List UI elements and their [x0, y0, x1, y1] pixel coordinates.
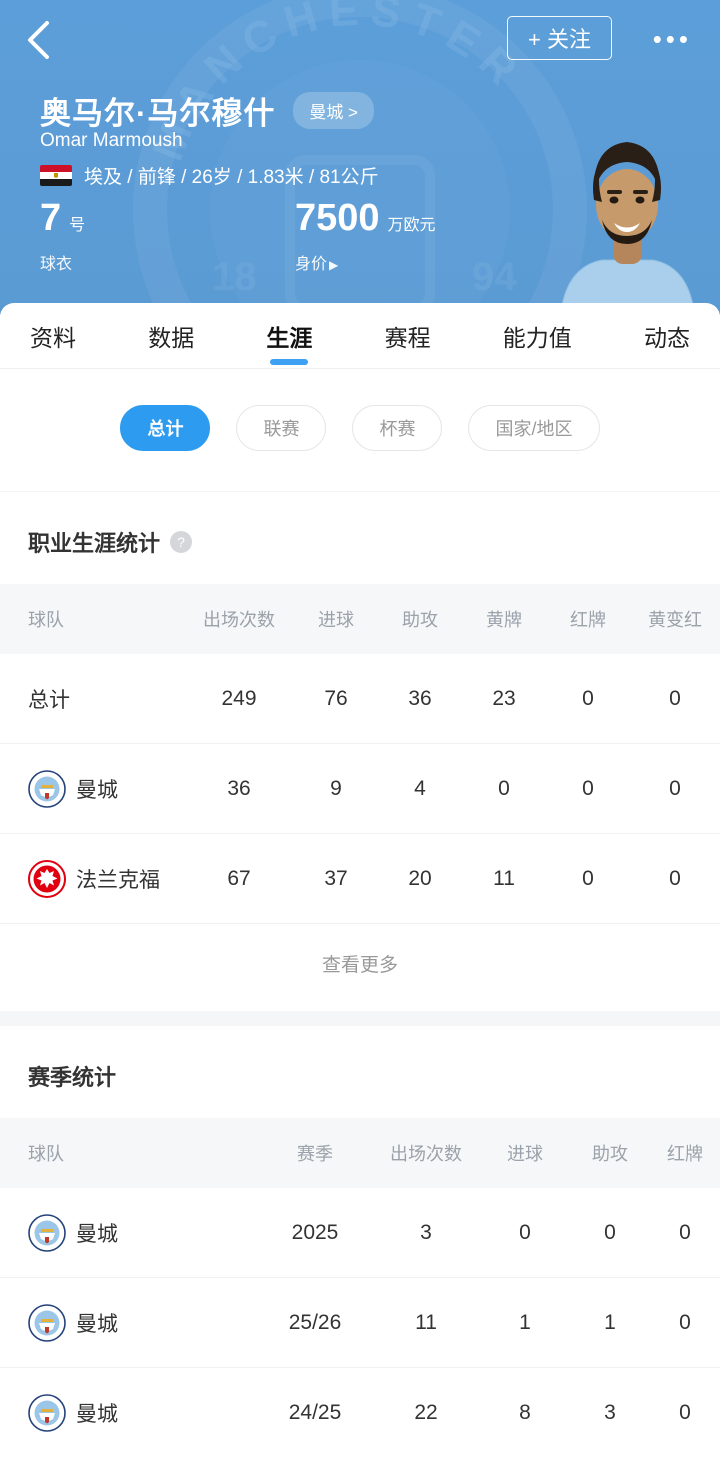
season-section-title: 赛季统计 — [28, 1065, 117, 1090]
col-goals: 进球 — [507, 1144, 543, 1164]
jersey-number: 7 — [40, 197, 62, 239]
player-header: MANCHESTER 18 94 + 关注 ••• 奥马尔·马尔穆什 曼城 > … — [0, 0, 720, 315]
table-row-total[interactable]: 总计 249 76 36 23 0 0 — [0, 654, 720, 744]
man-city-badge-icon — [28, 769, 66, 808]
tab-schedule[interactable]: 赛程 — [384, 324, 431, 351]
filter-total[interactable]: 总计 — [120, 405, 211, 451]
season-row-24-25[interactable]: 曼城 24/25 22 8 3 0 — [0, 1368, 720, 1458]
tab-news[interactable]: 动态 — [643, 324, 690, 351]
filter-league[interactable]: 联赛 — [236, 405, 327, 451]
col-team: 球队 — [28, 610, 64, 630]
back-chevron-icon — [28, 21, 49, 59]
career-table: 球队 出场次数 进球 助攻 黄牌 红牌 黄变红 总计 249 76 36 23 … — [0, 584, 720, 1011]
jersey-label: 球衣 — [40, 255, 73, 273]
team-name: 曼城 — [76, 778, 118, 802]
help-icon[interactable]: ? — [170, 531, 193, 553]
filter-cup[interactable]: 杯赛 — [352, 405, 443, 451]
tab-career[interactable]: 生涯 — [266, 303, 312, 369]
table-row-man-city[interactable]: 曼城 36 9 4 0 0 0 — [0, 744, 720, 834]
caret-right-icon: ▶ — [329, 257, 339, 272]
season-table: 球队 赛季 出场次数 进球 助攻 红牌 曼城 2025 3 0 0 — [0, 1118, 720, 1458]
team-name: 曼城 — [76, 1403, 118, 1426]
top-bar: + 关注 ••• — [0, 14, 720, 66]
content-card: 资料 数据 生涯 赛程 能力值 动态 总计 联赛 杯赛 国家/地区 职业生涯统计… — [0, 303, 720, 1458]
table-row-frankfurt[interactable]: 法兰克福 67 37 20 11 0 0 — [0, 834, 720, 924]
player-photo — [561, 142, 694, 305]
view-more-button[interactable]: 查看更多 — [321, 955, 398, 976]
career-table-header: 球队 出场次数 进球 助攻 黄牌 红牌 黄变红 — [0, 584, 720, 654]
col-red-cards: 红牌 — [667, 1144, 703, 1164]
market-value-unit: 万欧元 — [387, 217, 436, 234]
season-table-header: 球队 赛季 出场次数 进球 助攻 红牌 — [0, 1118, 720, 1188]
back-button[interactable] — [16, 18, 60, 62]
col-season: 赛季 — [297, 1144, 333, 1164]
man-city-badge-icon — [28, 1303, 66, 1342]
frankfurt-badge-icon — [28, 859, 66, 898]
jersey-number-suffix: 号 — [69, 217, 86, 234]
team-name: 曼城 — [76, 1222, 118, 1246]
col-team: 球队 — [28, 1144, 64, 1164]
market-value-block[interactable]: 7500 万欧元 身价 ▶ — [295, 197, 436, 274]
season-row-25-26[interactable]: 曼城 25/26 11 1 1 0 — [0, 1278, 720, 1368]
col-second-yellow: 黄变红 — [648, 610, 702, 630]
career-section-title: 职业生涯统计 — [28, 531, 161, 556]
player-name-en: Omar Marmoush — [40, 130, 183, 151]
player-info-row: 埃及 / 前锋 / 26岁 / 1.83米 / 81公斤 — [40, 162, 379, 189]
col-red-cards: 红牌 — [570, 610, 606, 630]
col-yellow-cards: 黄牌 — [486, 610, 522, 630]
filter-pills: 总计 联赛 杯赛 国家/地区 — [0, 369, 720, 492]
team-link-pill[interactable]: 曼城 > — [293, 92, 374, 129]
team-name: 法兰克福 — [76, 868, 160, 892]
svg-text:94: 94 — [472, 255, 517, 299]
active-tab-underline — [270, 358, 309, 365]
follow-button[interactable]: + 关注 — [507, 16, 612, 60]
tab-bar: 资料 数据 生涯 赛程 能力值 动态 — [0, 303, 720, 369]
col-appearances: 出场次数 — [390, 1144, 462, 1164]
team-name: 曼城 — [76, 1312, 118, 1336]
filter-national[interactable]: 国家/地区 — [468, 405, 600, 451]
more-options-icon[interactable]: ••• — [652, 24, 692, 54]
section-divider — [0, 1011, 720, 1026]
tab-profile[interactable]: 资料 — [30, 324, 76, 351]
season-row-2025[interactable]: 曼城 2025 3 0 0 0 — [0, 1188, 720, 1278]
svg-text:18: 18 — [212, 255, 257, 299]
col-goals: 进球 — [318, 610, 354, 630]
market-value-number: 7500 — [295, 197, 380, 239]
man-city-badge-icon — [28, 1213, 66, 1252]
player-name: 奥马尔·马尔穆什 — [40, 96, 276, 131]
tab-data[interactable]: 数据 — [148, 324, 195, 351]
col-assists: 助攻 — [402, 610, 438, 630]
team-name: 总计 — [28, 688, 70, 712]
col-appearances: 出场次数 — [203, 610, 275, 630]
egypt-flag-icon — [40, 165, 72, 186]
player-bio-text: 埃及 / 前锋 / 26岁 / 1.83米 / 81公斤 — [84, 167, 379, 188]
market-value-label: 身价 — [295, 255, 328, 273]
man-city-badge-icon — [28, 1394, 66, 1432]
tab-ability[interactable]: 能力值 — [502, 324, 572, 351]
col-assists: 助攻 — [592, 1144, 628, 1164]
